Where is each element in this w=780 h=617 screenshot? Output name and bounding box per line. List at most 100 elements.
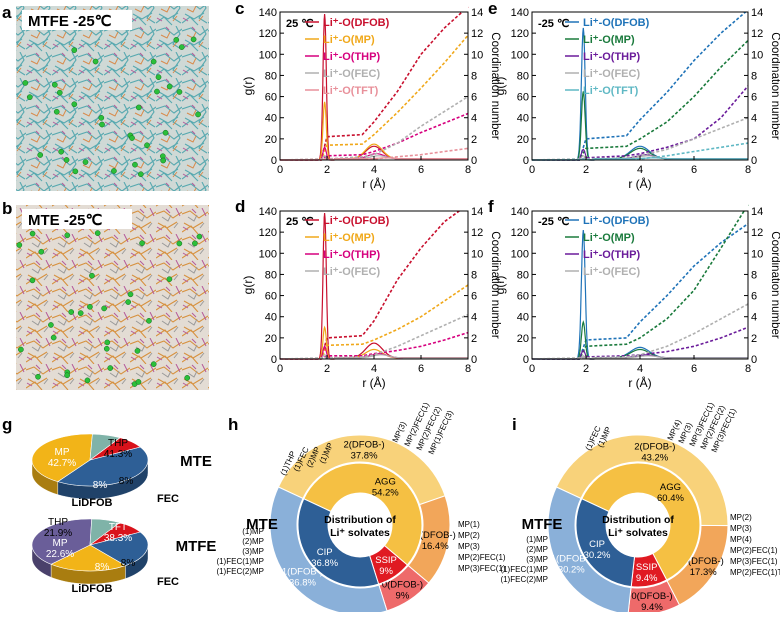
annotation-2dfob: (1)FEC(1)MP: [500, 565, 548, 574]
y-tick-label: 140: [259, 206, 277, 218]
li-ion-dot: [71, 47, 78, 53]
y-axis-label: g(r): [493, 276, 507, 295]
annotation-2dfob: (3)MP: [526, 555, 548, 564]
li-ion-dot: [68, 309, 75, 315]
li-ion-dot: [111, 168, 117, 174]
li-ion-dot: [22, 80, 29, 86]
y-tick-label: 0: [523, 155, 529, 167]
y-tick-label: 120: [511, 227, 529, 239]
slice-label: LiDFOB: [72, 583, 113, 595]
y2-tick-label: 12: [751, 227, 763, 239]
y-tick-label: 100: [259, 49, 277, 61]
inner-label: SSIP: [375, 555, 397, 566]
y-tick-label: 60: [265, 92, 277, 104]
li-ion-dot: [166, 83, 173, 90]
inner-value: 9%: [379, 566, 393, 577]
li-ion-dot: [166, 276, 173, 283]
y2-tick-label: 8: [751, 269, 757, 281]
legend-entry: Li⁺-O(THP): [323, 51, 380, 63]
li-ion-dot: [37, 152, 44, 158]
center-text: Li⁺ solvates: [608, 527, 668, 539]
li-ion-dot: [53, 108, 60, 115]
annotation-2dfob: (3)MP: [242, 547, 264, 556]
pie-slice-tft: [31, 518, 93, 565]
legend-entry: Li⁺-O(MP): [583, 232, 635, 244]
cn-line-DFOB_warm: [280, 204, 469, 360]
x-axis-label: r (Å): [362, 176, 385, 191]
y2-tick-label: 6: [751, 92, 757, 104]
x-tick-label: 0: [277, 363, 283, 375]
annotation-1dfob: MP(4): [730, 535, 752, 544]
y2-tick-label: 4: [751, 113, 757, 125]
y-tick-label: 120: [511, 28, 529, 40]
li-ion-dot: [35, 373, 41, 380]
md-snapshot-b: [16, 205, 209, 390]
cn-line-FEC_warm: [279, 313, 469, 360]
snapshot-caption-a: MTFE -25℃: [28, 13, 112, 30]
li-ion-dot: [144, 142, 150, 149]
y-tick-label: 60: [517, 92, 529, 104]
panel-label-e: e: [488, 0, 497, 18]
outer-value: 9.4%: [641, 602, 663, 612]
annotation-2dfob: (1)FEC(2)MP: [500, 575, 548, 584]
y2-tick-label: 2: [471, 134, 477, 146]
slice-value: 21.9%: [44, 528, 72, 539]
li-ion-dot: [176, 89, 183, 95]
li-ion-dot: [29, 277, 36, 284]
y2-tick-label: 4: [471, 113, 477, 125]
y-tick-label: 140: [511, 7, 529, 19]
li-ion-dot: [125, 299, 132, 305]
li-ion-dot: [195, 111, 201, 118]
li-ion-dot: [146, 317, 152, 324]
outer-label: 1(DFOB-): [551, 553, 592, 564]
y2-tick-label: 0: [471, 155, 477, 167]
y2-tick-label: 2: [751, 333, 757, 345]
cn-line-THP_warm: [280, 112, 469, 161]
slice-label: THP: [108, 438, 128, 449]
inner-value: 60.4%: [657, 493, 684, 504]
y2-tick-label: 14: [751, 7, 763, 19]
y2-tick-label: 10: [751, 248, 763, 260]
li-ion-dot: [178, 44, 185, 50]
y-tick-label: 20: [517, 134, 529, 146]
x-tick-label: 4: [637, 363, 643, 375]
li-ions-a: [22, 36, 201, 178]
legend-entry: Li⁺-O(DFOB): [583, 17, 650, 29]
x-tick-label: 0: [277, 164, 283, 176]
pie-slice-mp: [57, 446, 149, 487]
y-tick-label: 60: [265, 291, 277, 303]
inner-label: AGG: [375, 476, 396, 487]
li-ion-dot: [160, 157, 167, 164]
li-ion-dot: [99, 121, 105, 128]
y2-tick-label: 4: [751, 312, 757, 324]
y-tick-label: 120: [259, 227, 277, 239]
y2-tick-label: 0: [471, 354, 477, 366]
x-tick-label: 0: [529, 164, 535, 176]
outer-value: 9%: [396, 591, 410, 602]
slice-value: 8%: [121, 558, 136, 569]
li-ion-dot: [63, 157, 70, 163]
snapshot-caption-b: MTE -25℃: [28, 212, 103, 229]
li-ion-dot: [18, 346, 24, 353]
li-ion-dot: [134, 348, 141, 354]
x-tick-label: 6: [418, 363, 424, 375]
li-ion-dot: [72, 168, 79, 175]
y-tick-label: 80: [517, 269, 529, 281]
panel-label-d: d: [235, 197, 245, 216]
cn-line-FEC_warm: [279, 95, 469, 161]
y2-tick-label: 10: [751, 49, 763, 61]
donut-title: MTE: [246, 516, 278, 533]
slice-label: MP: [55, 447, 70, 458]
li-ion-dot: [16, 242, 23, 248]
li-ion-dot: [173, 37, 180, 43]
slice-value: 41.3%: [104, 449, 132, 460]
annotation-2dfob: (1)MP: [242, 527, 264, 536]
li-ion-dot: [98, 114, 105, 121]
cn-line-MP_cold: [532, 39, 749, 161]
donut-i: 2(DFOB-)43.2%3(DFOB-)17.3%0(DFOB-)9.4%1(…: [500, 401, 780, 616]
outer-label: 0(DFOB-): [631, 591, 672, 602]
annotation-2dfob: (1)MP: [526, 535, 548, 544]
legend-entry: Li⁺-O(FEC): [583, 266, 640, 278]
